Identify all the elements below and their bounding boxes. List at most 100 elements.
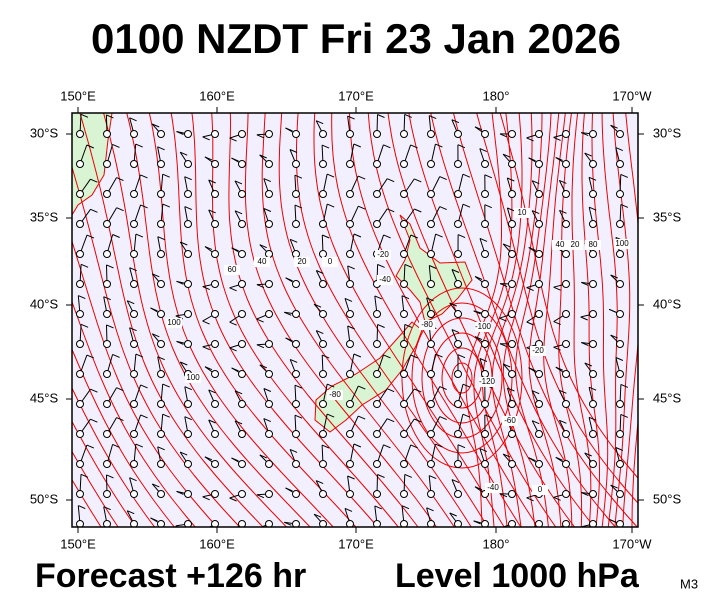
wind-station (401, 491, 408, 498)
lon-label: 150°E (60, 88, 96, 103)
contour-label: -80 (329, 390, 341, 399)
wind-station (266, 131, 273, 138)
contour-label: 0 (328, 257, 333, 266)
wind-station (617, 461, 624, 468)
wind-barb-feather (554, 532, 561, 535)
lat-label: 35°S (30, 209, 59, 224)
wind-station (482, 401, 489, 408)
wind-station (293, 311, 300, 318)
wind-station (590, 371, 597, 378)
wind-station (266, 401, 273, 408)
wind-station (131, 281, 138, 288)
wind-station (590, 161, 597, 168)
wind-station (212, 431, 219, 438)
wind-station (239, 371, 246, 378)
wind-station (104, 161, 111, 168)
lat-label: 50°S (30, 491, 59, 506)
wind-station (509, 131, 516, 138)
wind-station (239, 461, 246, 468)
wind-station (77, 491, 84, 498)
wind-station (158, 461, 165, 468)
wind-station (401, 461, 408, 468)
wind-station (266, 371, 273, 378)
wind-station (590, 461, 597, 468)
wind-station (509, 251, 516, 258)
level-label: Level 1000 hPa (395, 557, 640, 595)
wind-station (590, 311, 597, 318)
wind-station (563, 221, 570, 228)
wind-station (401, 431, 408, 438)
contour-label: 0 (538, 485, 543, 494)
wind-station (590, 341, 597, 348)
wind-station (455, 131, 462, 138)
wind-station (536, 401, 543, 408)
wind-station (266, 311, 273, 318)
wind-station (239, 311, 246, 318)
lat-label: 35°S (653, 209, 682, 224)
wind-station (347, 161, 354, 168)
wind-station (401, 371, 408, 378)
wind-station (293, 491, 300, 498)
wind-station (617, 311, 624, 318)
wind-station (590, 191, 597, 198)
wind-station (158, 431, 165, 438)
wind-station (509, 191, 516, 198)
wind-station (266, 191, 273, 198)
wind-station (401, 281, 408, 288)
wind-station (590, 281, 597, 288)
wind-station (239, 161, 246, 168)
wind-station (617, 401, 624, 408)
wind-station (428, 491, 435, 498)
lon-label: 170°W (612, 88, 652, 103)
wind-station (77, 461, 84, 468)
wind-station (320, 221, 327, 228)
wind-station (509, 161, 516, 168)
wind-station (266, 431, 273, 438)
wind-station (212, 221, 219, 228)
wind-station (347, 431, 354, 438)
wind-station (293, 161, 300, 168)
wind-station (320, 161, 327, 168)
wind-station (455, 311, 462, 318)
wind-station (77, 161, 84, 168)
wind-station (482, 341, 489, 348)
wind-station (563, 311, 570, 318)
wind-station (293, 221, 300, 228)
wind-station (455, 371, 462, 378)
wind-station (455, 161, 462, 168)
wind-station (401, 161, 408, 168)
wind-station (239, 401, 246, 408)
wind-station (536, 161, 543, 168)
lat-label: 45°S (653, 390, 682, 405)
lon-label: 170°E (338, 88, 374, 103)
lat-label: 30°S (653, 125, 682, 140)
wind-station (320, 251, 327, 258)
wind-station (347, 221, 354, 228)
wind-station (428, 281, 435, 288)
wind-station (374, 371, 381, 378)
wind-station (617, 431, 624, 438)
wind-station (617, 161, 624, 168)
wind-station (374, 161, 381, 168)
wind-station (536, 461, 543, 468)
wind-station (374, 191, 381, 198)
wind-station (590, 131, 597, 138)
wind-station (590, 491, 597, 498)
wind-station (185, 161, 192, 168)
lon-label: 160°E (199, 88, 235, 103)
wind-station (104, 191, 111, 198)
wind-station (563, 161, 570, 168)
wind-station (536, 131, 543, 138)
wind-station (185, 491, 192, 498)
wind-station (77, 221, 84, 228)
wind-station (536, 431, 543, 438)
wind-station (104, 311, 111, 318)
wind-station (536, 251, 543, 258)
wind-barb-feather (527, 532, 534, 535)
wind-station (77, 431, 84, 438)
contour-label: 10 (518, 208, 527, 217)
wind-station (293, 461, 300, 468)
wind-station (617, 281, 624, 288)
wind-station (212, 341, 219, 348)
wind-station (455, 491, 462, 498)
